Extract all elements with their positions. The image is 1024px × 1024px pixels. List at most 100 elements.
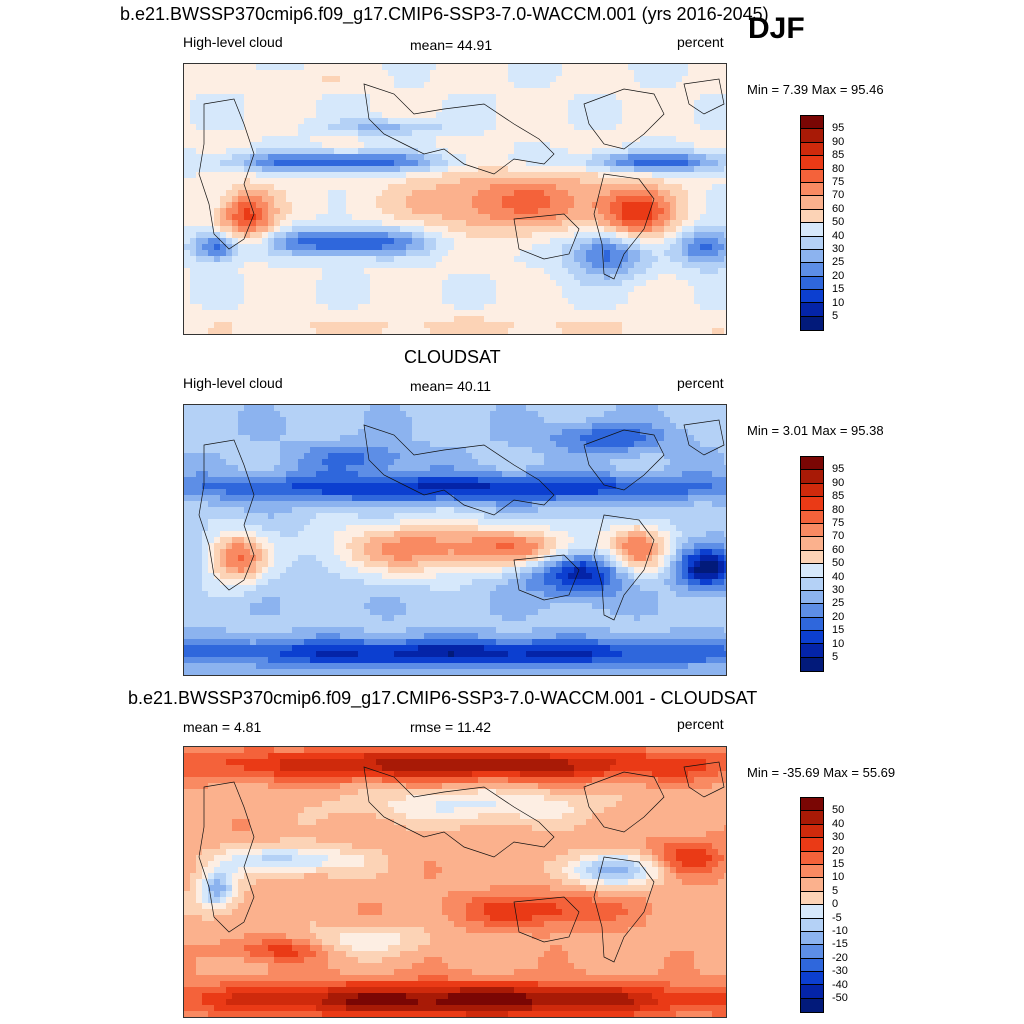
field-cell	[244, 298, 251, 305]
field-cell	[466, 196, 473, 203]
field-cell	[292, 202, 299, 209]
field-cell	[286, 238, 293, 245]
field-cell	[346, 286, 353, 293]
field-cell	[598, 232, 605, 239]
field-cell	[400, 208, 407, 215]
field-cell	[508, 166, 515, 173]
field-cell	[322, 417, 329, 424]
field-cell	[688, 453, 695, 460]
field-cell	[196, 322, 203, 329]
coastline	[593, 173, 655, 280]
field-cell	[340, 142, 347, 149]
field-cell	[508, 447, 515, 454]
field-cell	[382, 178, 389, 185]
field-cell	[562, 64, 569, 71]
field-cell	[688, 124, 695, 131]
field-cell	[658, 280, 665, 287]
field-cell	[412, 256, 419, 263]
field-cell	[382, 405, 389, 412]
field-cell	[448, 172, 455, 179]
field-cell	[280, 322, 287, 329]
field-cell	[268, 262, 275, 269]
field-cell	[520, 310, 527, 317]
field-cell	[520, 268, 527, 275]
field-cell	[262, 226, 269, 233]
field-cell	[370, 172, 377, 179]
field-cell	[292, 298, 299, 305]
field-cell	[664, 172, 671, 179]
field-cell	[556, 274, 563, 281]
field-cell	[622, 405, 629, 412]
field-cell	[502, 76, 509, 83]
field-cell	[478, 118, 485, 125]
field-cell	[556, 238, 563, 245]
field-cell	[352, 244, 359, 251]
field-cell	[448, 64, 455, 71]
field-cell	[448, 405, 455, 412]
field-cell	[514, 184, 521, 191]
field-cell	[682, 244, 689, 251]
field-cell	[394, 220, 401, 227]
field-cell	[346, 112, 353, 119]
field-cell	[400, 106, 407, 113]
field-cell	[544, 148, 551, 155]
field-cell	[232, 88, 239, 95]
field-cell	[382, 322, 389, 329]
field-cell	[520, 118, 527, 125]
field-cell	[514, 405, 521, 412]
field-cell	[694, 142, 701, 149]
field-cell	[646, 148, 653, 155]
field-cell	[196, 453, 203, 460]
field-cell	[304, 280, 311, 287]
field-cell	[202, 256, 209, 263]
field-cell	[394, 447, 401, 454]
field-cell	[460, 208, 467, 215]
field-cell	[670, 130, 677, 137]
field-cell	[544, 304, 551, 311]
field-cell	[514, 441, 521, 448]
field-cell	[304, 166, 311, 173]
field-cell	[544, 94, 551, 101]
field-cell	[646, 178, 653, 185]
field-cell	[220, 256, 227, 263]
field-cell	[706, 154, 713, 161]
field-cell	[346, 178, 353, 185]
field-cell	[706, 88, 713, 95]
field-cell	[556, 106, 563, 113]
field-cell	[184, 280, 191, 287]
field-cell	[472, 417, 479, 424]
field-cell	[658, 190, 665, 197]
field-cell	[346, 298, 353, 305]
field-cell	[454, 190, 461, 197]
field-cell	[574, 316, 581, 323]
field-cell	[424, 112, 431, 119]
field-cell	[514, 220, 521, 227]
field-cell	[232, 322, 239, 329]
field-cell	[610, 405, 617, 412]
field-cell	[238, 64, 245, 71]
field-cell	[598, 417, 605, 424]
field-cell	[664, 190, 671, 197]
field-cell	[622, 124, 629, 131]
field-cell	[190, 322, 197, 329]
field-cell	[346, 142, 353, 149]
field-cell	[274, 256, 281, 263]
field-cell	[550, 100, 557, 107]
field-cell	[454, 286, 461, 293]
field-cell	[418, 280, 425, 287]
field-cell	[640, 280, 647, 287]
field-cell	[412, 76, 419, 83]
field-cell	[478, 453, 485, 460]
field-cell	[580, 124, 587, 131]
field-cell	[580, 112, 587, 119]
field-cell	[508, 70, 515, 77]
field-cell	[646, 310, 653, 317]
field-cell	[280, 202, 287, 209]
field-cell	[718, 435, 725, 442]
field-cell	[232, 441, 239, 448]
field-cell	[190, 202, 197, 209]
field-cell	[226, 190, 233, 197]
field-cell	[700, 256, 707, 263]
field-cell	[232, 118, 239, 125]
field-cell	[268, 220, 275, 227]
